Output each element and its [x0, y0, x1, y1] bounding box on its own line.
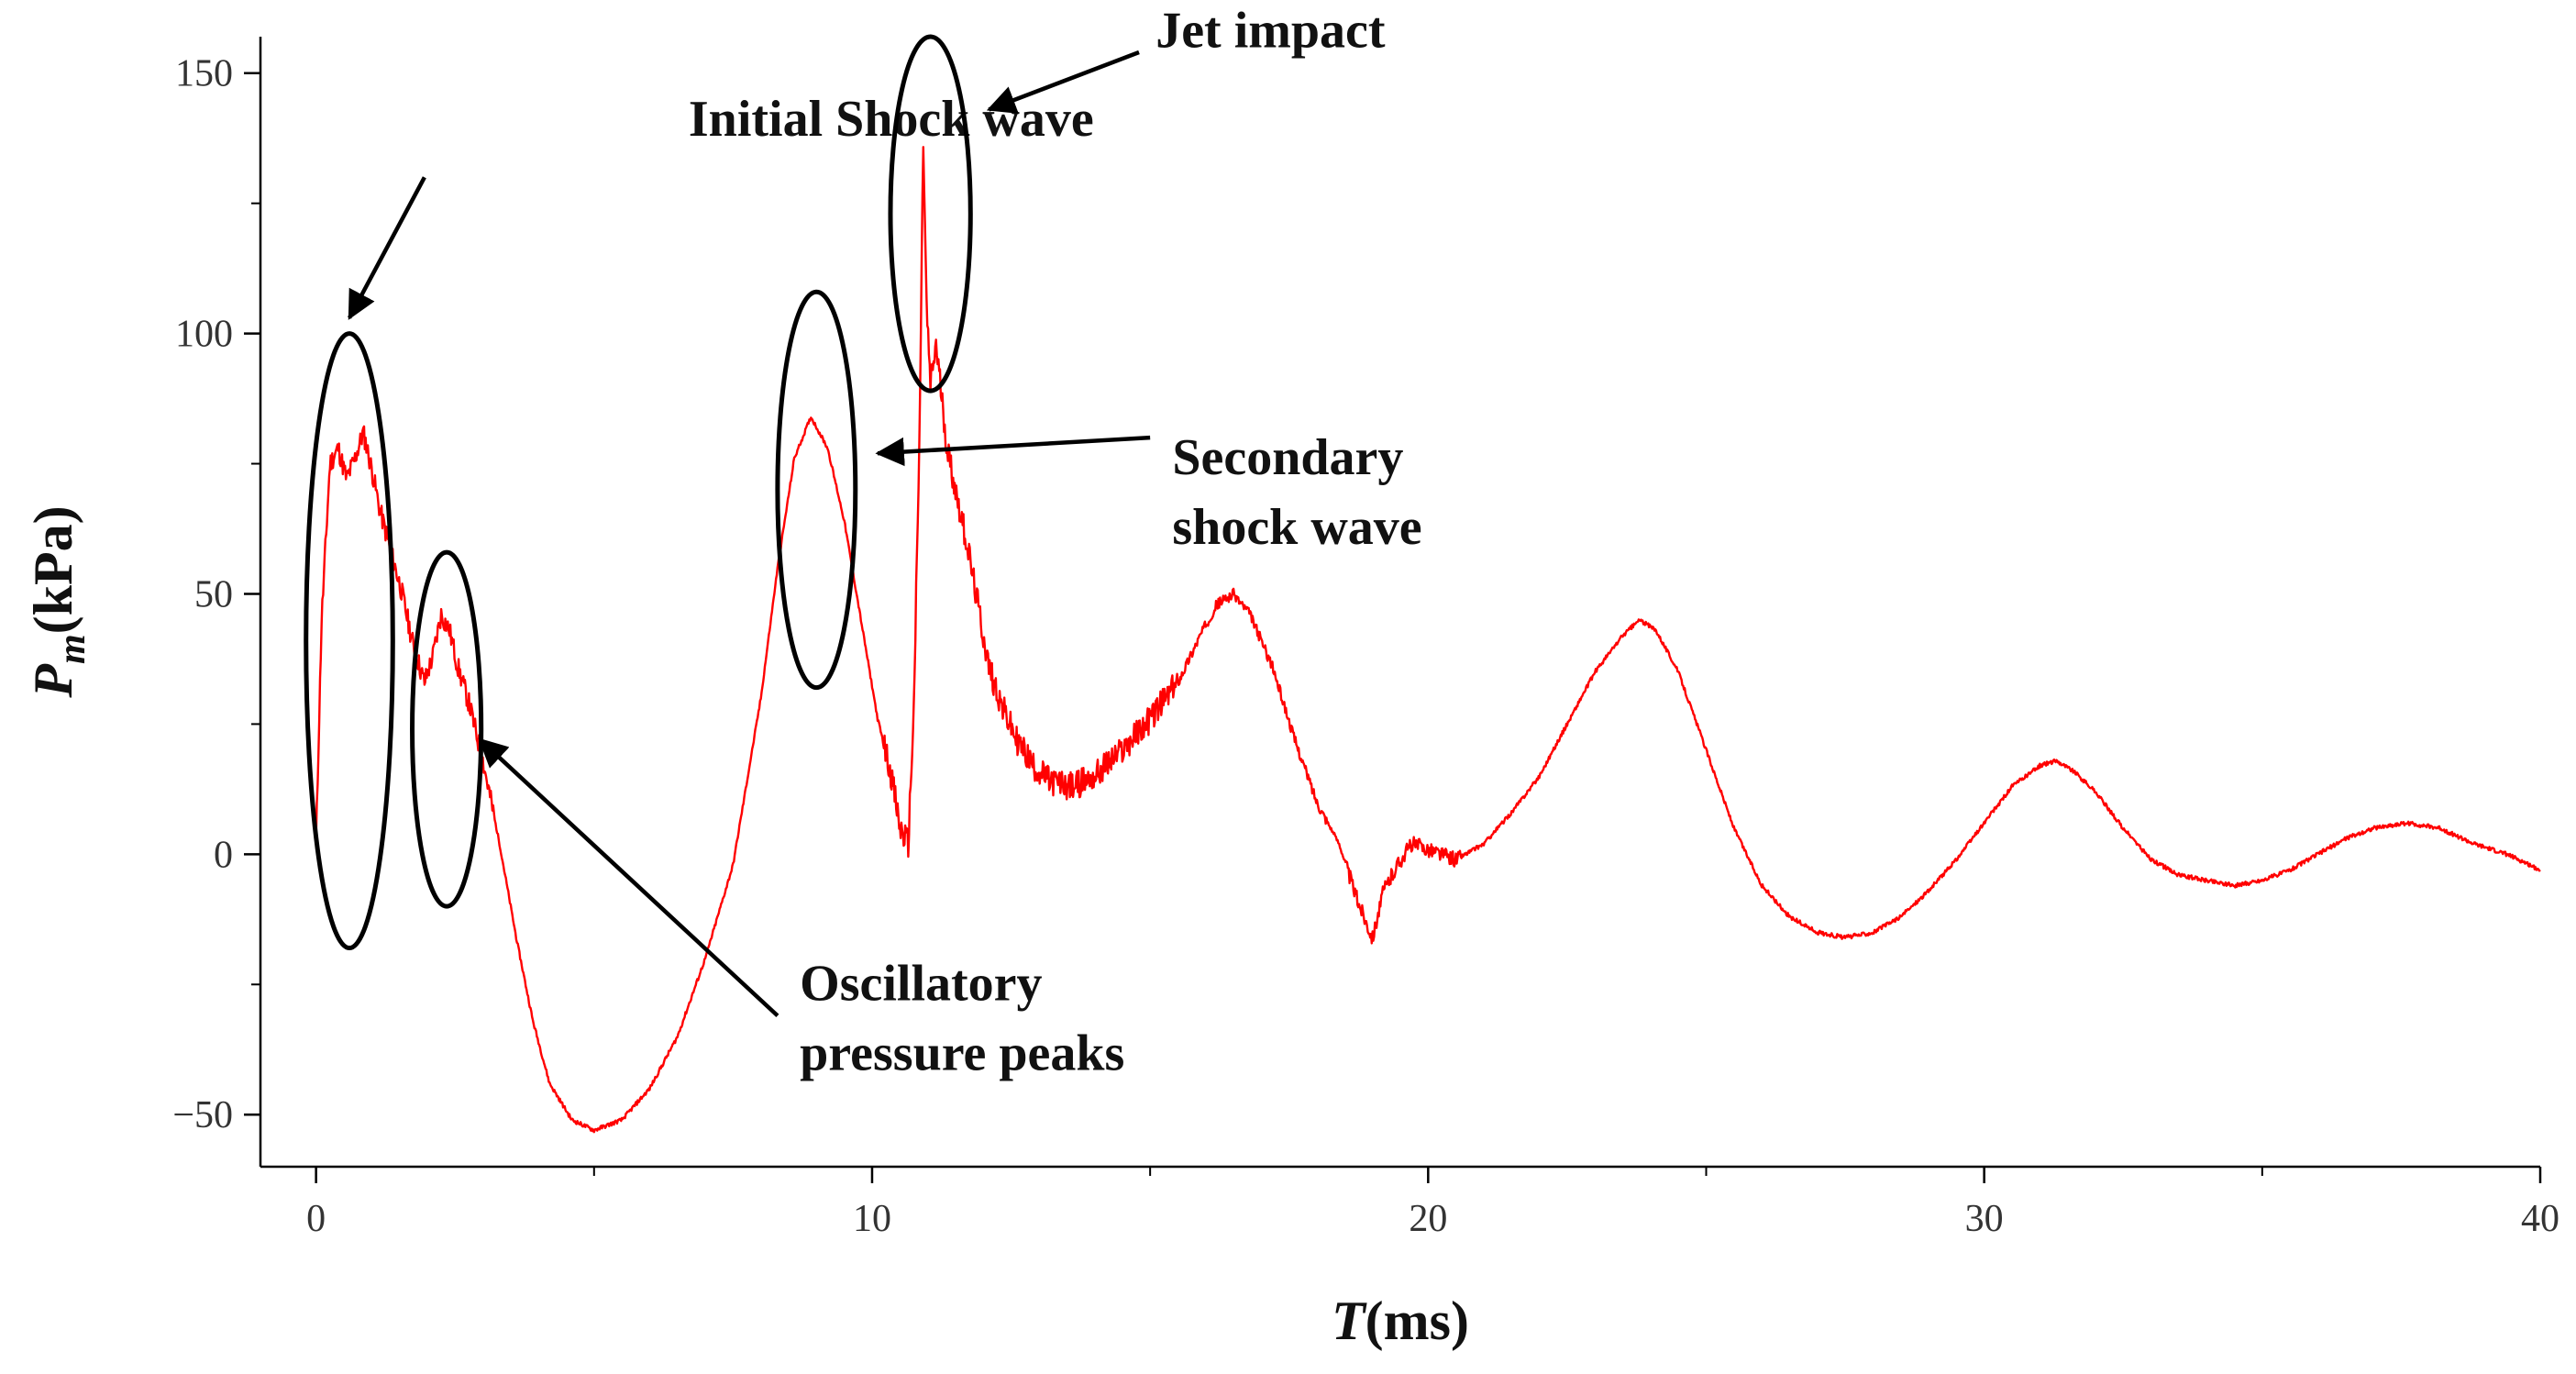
- annotation-ellipse-1: [304, 331, 395, 951]
- annotation-arrow-4: [986, 50, 1140, 114]
- series-line-pm: [315, 146, 2541, 1134]
- y-axis-title: Pm(kPa): [23, 505, 94, 698]
- annotation-layer: Initial Shock wave Oscillatory pressure pe…: [304, 2, 1422, 1081]
- series-layer: [315, 146, 2541, 1134]
- axes-layer: 0 10 20 30 40 −50 0 50 100 150 T(ms) Pm(kPa): [23, 37, 2559, 1351]
- y-tick-label: 100: [175, 314, 233, 356]
- annotation-label-2-line-2: pressure peaks: [800, 1025, 1124, 1081]
- x-tick-label: 40: [2521, 1198, 2559, 1240]
- annotation-ellipse-3: [775, 289, 858, 691]
- annotation-label-4-line-1: Jet impact: [1155, 2, 1386, 59]
- x-axis-title: T(ms): [1332, 1291, 1469, 1351]
- y-axis-title-unit: (kPa): [23, 505, 83, 634]
- y-axis-title-subscript: m: [51, 634, 94, 664]
- annotation-label-1-line-1: Initial Shock wave: [689, 91, 1094, 148]
- x-tick-label: 0: [306, 1198, 326, 1240]
- x-tick-label: 30: [1965, 1198, 2004, 1240]
- annotation-ellipse-2: [410, 549, 484, 909]
- y-tick-label: 50: [194, 573, 233, 615]
- annotation-label-3-line-2: shock wave: [1172, 499, 1421, 556]
- x-axis-title-unit: (ms): [1365, 1291, 1469, 1351]
- annotation-ellipse-4: [888, 34, 973, 393]
- annotation-label-3-line-1: Secondary: [1172, 429, 1403, 486]
- x-tick-label: 10: [853, 1198, 891, 1240]
- y-tick-label: 0: [214, 834, 233, 876]
- annotation-arrow-1: [348, 176, 426, 320]
- annotation-arrow-2: [478, 737, 779, 1018]
- annotation-label-2-line-1: Oscillatory: [800, 955, 1042, 1012]
- x-tick-label: 20: [1409, 1198, 1447, 1240]
- x-axis-title-symbol: T: [1332, 1291, 1367, 1351]
- y-tick-label: −50: [172, 1094, 233, 1136]
- y-axis-title-symbol: P: [23, 663, 83, 699]
- annotation-arrow-3: [875, 435, 1151, 467]
- y-tick-label: 150: [175, 53, 233, 95]
